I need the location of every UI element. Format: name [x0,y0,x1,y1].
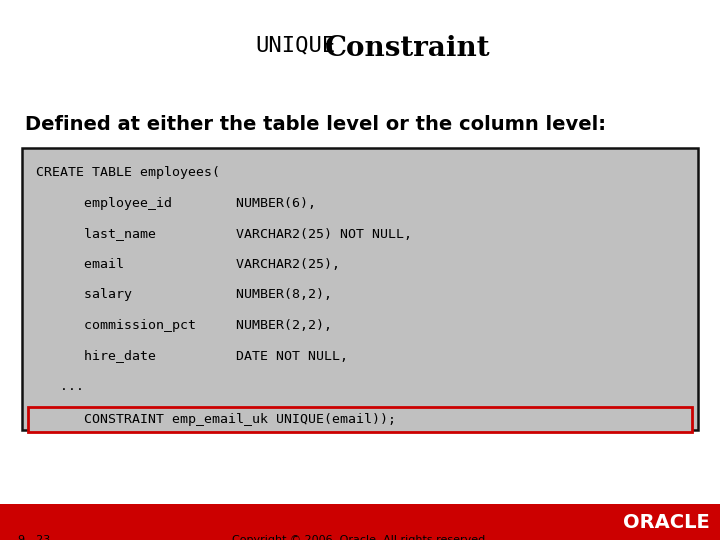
Text: salary             NUMBER(8,2),: salary NUMBER(8,2), [36,288,332,301]
Text: email              VARCHAR2(25),: email VARCHAR2(25), [36,258,340,271]
Text: employee_id        NUMBER(6),: employee_id NUMBER(6), [36,197,316,210]
Text: ORACLE: ORACLE [624,512,710,531]
Bar [28,407,692,432]
Text: last_name          VARCHAR2(25) NOT NULL,: last_name VARCHAR2(25) NOT NULL, [36,227,412,240]
Text: hire_date          DATE NOT NULL,: hire_date DATE NOT NULL, [36,349,348,362]
Text: CREATE TABLE employees(: CREATE TABLE employees( [36,166,220,179]
Bar [22,148,698,430]
Text: Defined at either the table level or the column level:: Defined at either the table level or the… [25,115,606,134]
Text: CONSTRAINT emp_email_uk UNIQUE(email));: CONSTRAINT emp_email_uk UNIQUE(email)); [36,413,396,426]
Text: Constraint: Constraint [325,35,490,62]
Text: 9 - 23: 9 - 23 [18,535,50,540]
Text: ...: ... [36,380,84,393]
Text: Copyright © 2006, Oracle. All rights reserved.: Copyright © 2006, Oracle. All rights res… [232,535,488,540]
Text: UNIQUE: UNIQUE [255,35,336,55]
Text: commission_pct     NUMBER(2,2),: commission_pct NUMBER(2,2), [36,319,332,332]
Bar [0,504,720,540]
